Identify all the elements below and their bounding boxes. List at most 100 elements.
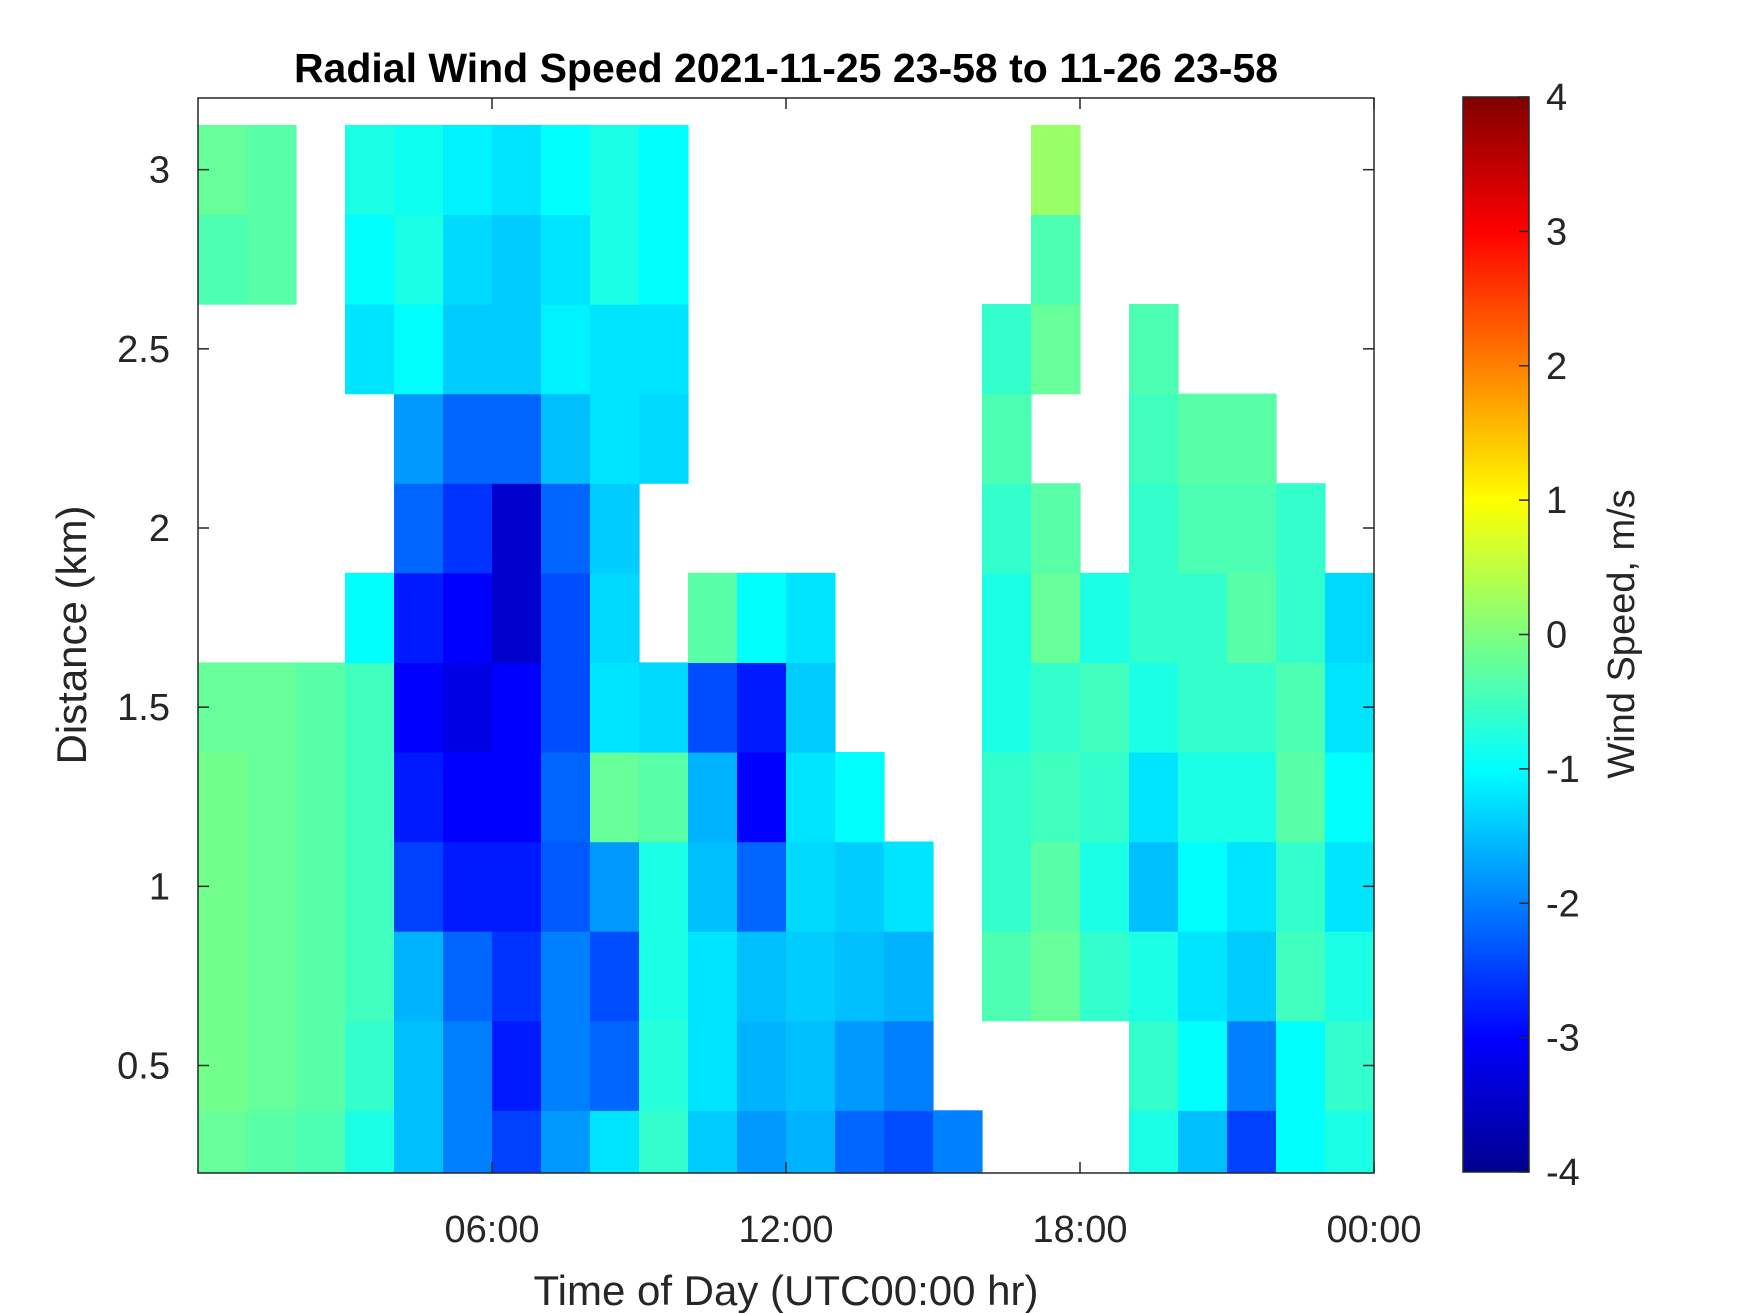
heatmap-cell	[247, 752, 297, 843]
heatmap-cell	[345, 662, 395, 753]
heatmap-cell	[1031, 572, 1081, 663]
heatmap-cell	[1276, 1110, 1326, 1173]
heatmap-cell	[394, 572, 444, 663]
heatmap-cell	[443, 572, 493, 663]
heatmap-cell	[443, 662, 493, 753]
heatmap-cell	[492, 931, 542, 1022]
heatmap-cell	[1080, 752, 1130, 843]
heatmap-cell	[1325, 752, 1374, 843]
heatmap-cell	[492, 483, 542, 574]
heatmap-cell	[1031, 124, 1081, 216]
heatmap-cell	[345, 572, 395, 663]
x-tick-label: 12:00	[738, 1209, 833, 1251]
heatmap-cell	[982, 304, 1032, 395]
heatmap-cell	[1178, 931, 1228, 1022]
heatmap-cell	[1129, 304, 1179, 395]
heatmap-cell	[786, 931, 836, 1022]
heatmap-cell	[1129, 752, 1179, 843]
heatmap-cell	[345, 1020, 395, 1111]
heatmap-cell	[443, 483, 493, 574]
heatmap-cell	[1031, 304, 1081, 395]
heatmap-cells	[198, 124, 1374, 1173]
heatmap-cell	[541, 304, 591, 395]
y-tick-label: 3	[149, 150, 170, 192]
heatmap-cell	[1178, 1110, 1228, 1173]
heatmap-cell	[296, 1110, 346, 1173]
heatmap-cell	[590, 662, 640, 753]
heatmap-cell	[1227, 662, 1277, 753]
heatmap-cell	[737, 841, 787, 932]
heatmap-cell	[296, 1020, 346, 1111]
heatmap-cell	[688, 662, 738, 753]
heatmap-cell	[443, 124, 493, 216]
heatmap-cell	[1031, 931, 1081, 1022]
heatmap-cell	[590, 483, 640, 574]
heatmap-cell	[492, 393, 542, 484]
colorbar-tick-label: -3	[1546, 1018, 1580, 1060]
heatmap-cell	[982, 752, 1032, 843]
heatmap-cell	[688, 1020, 738, 1111]
heatmap-cell	[1129, 393, 1179, 484]
heatmap-cell	[884, 841, 934, 932]
heatmap-cell	[394, 214, 444, 305]
heatmap-cell	[443, 1020, 493, 1111]
heatmap-cell	[541, 752, 591, 843]
heatmap-cell	[639, 214, 689, 305]
heatmap-cell	[737, 1110, 787, 1173]
heatmap-cell	[541, 1020, 591, 1111]
heatmap-cell	[1178, 483, 1228, 574]
heatmap-cell	[590, 214, 640, 305]
y-tick-label: 1	[149, 866, 170, 908]
heatmap-cell	[492, 304, 542, 395]
heatmap-cell	[1129, 483, 1179, 574]
x-axis: 06:00 12:00 18:00 00:00	[444, 98, 1422, 1251]
heatmap-cell	[247, 662, 297, 753]
heatmap-cell	[345, 841, 395, 932]
heatmap-cell	[590, 1020, 640, 1111]
heatmap-cell	[1080, 662, 1130, 753]
heatmap-cell	[198, 931, 248, 1022]
colorbar	[1462, 96, 1530, 1173]
heatmap-cell	[541, 841, 591, 932]
heatmap-cell	[1129, 1110, 1179, 1173]
heatmap-cell	[296, 841, 346, 932]
heatmap-cell	[541, 1110, 591, 1173]
heatmap-cell	[541, 483, 591, 574]
heatmap-cell	[1129, 662, 1179, 753]
heatmap-cell	[198, 214, 248, 305]
heatmap-cell	[982, 393, 1032, 484]
heatmap-cell	[247, 931, 297, 1022]
heatmap-cell	[1178, 393, 1228, 484]
heatmap-cell	[590, 304, 640, 395]
y-tick-label: 2	[149, 508, 170, 550]
heatmap-cell	[1178, 572, 1228, 663]
heatmap-cell	[1080, 931, 1130, 1022]
heatmap-cell	[884, 1020, 934, 1111]
heatmap-cell	[198, 1110, 248, 1173]
heatmap-cell	[345, 304, 395, 395]
heatmap-cell	[590, 931, 640, 1022]
heatmap-cell	[247, 124, 297, 216]
heatmap-cell	[394, 393, 444, 484]
heatmap-cell	[737, 1020, 787, 1111]
heatmap-cell	[1080, 841, 1130, 932]
heatmap-cell	[247, 1110, 297, 1173]
colorbar-ticks: -4 -3 -2 -1 0 1 2 3 4	[1519, 77, 1580, 1194]
heatmap-cell	[443, 1110, 493, 1173]
heatmap-cell	[1031, 841, 1081, 932]
heatmap-cell	[982, 662, 1032, 753]
heatmap-cell	[247, 841, 297, 932]
heatmap-cell	[835, 1020, 885, 1111]
heatmap-cell	[247, 1020, 297, 1111]
heatmap-cell	[639, 124, 689, 216]
heatmap-cell	[1178, 841, 1228, 932]
heatmap-cell	[737, 662, 787, 753]
heatmap-cell	[345, 214, 395, 305]
heatmap-cell	[296, 662, 346, 753]
heatmap-cell	[590, 1110, 640, 1173]
heatmap-cell	[688, 841, 738, 932]
heatmap-cell	[1031, 662, 1081, 753]
y-axis: 0.5 1 1.5 2 2.5 3	[117, 150, 1374, 1088]
heatmap-cell	[541, 124, 591, 216]
heatmap-cell	[1276, 1020, 1326, 1111]
